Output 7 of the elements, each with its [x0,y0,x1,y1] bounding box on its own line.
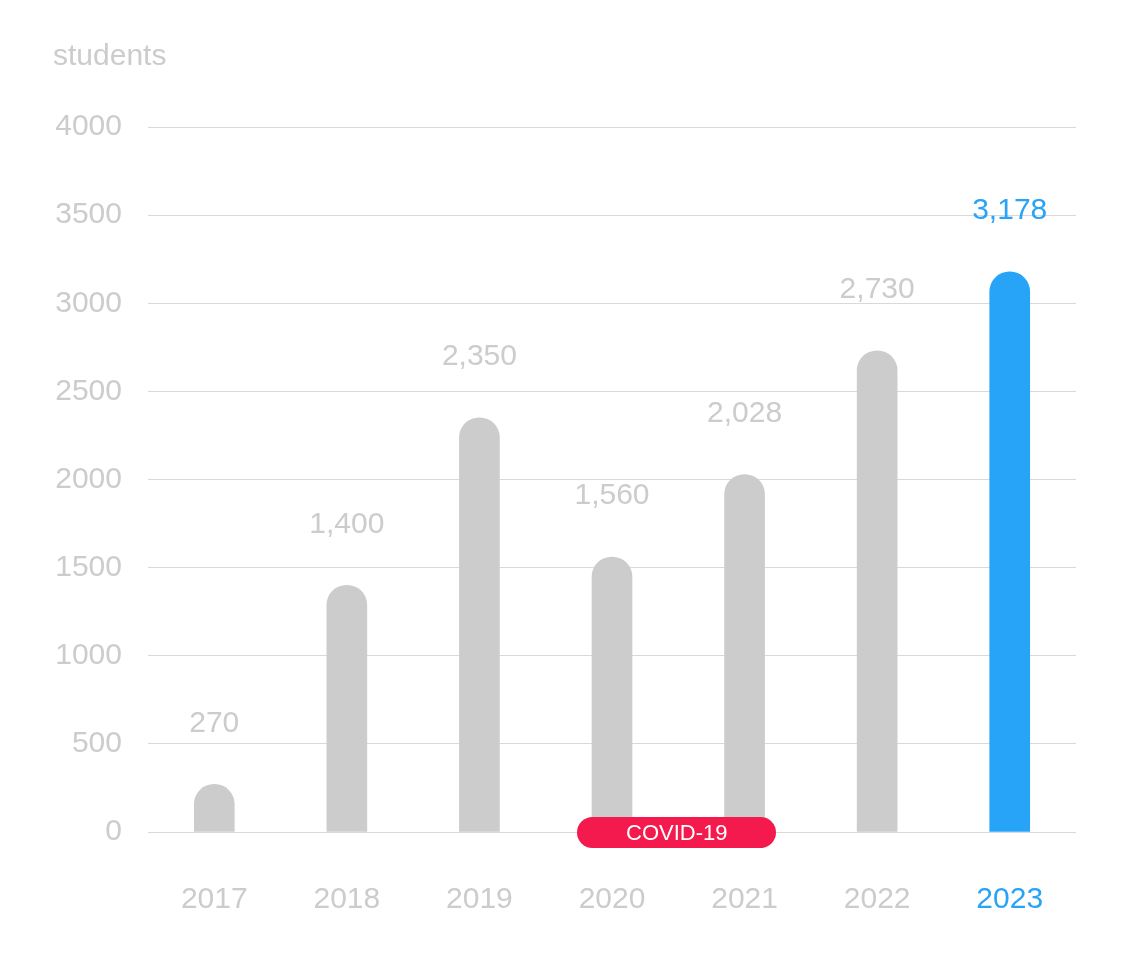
bar [326,584,368,832]
bar [989,271,1031,832]
x-tick-label: 2023 [976,881,1044,915]
bar [459,417,500,832]
bar [856,350,898,832]
annotation: COVID-19 [626,818,728,847]
data-label: 3,178 [972,192,1048,226]
